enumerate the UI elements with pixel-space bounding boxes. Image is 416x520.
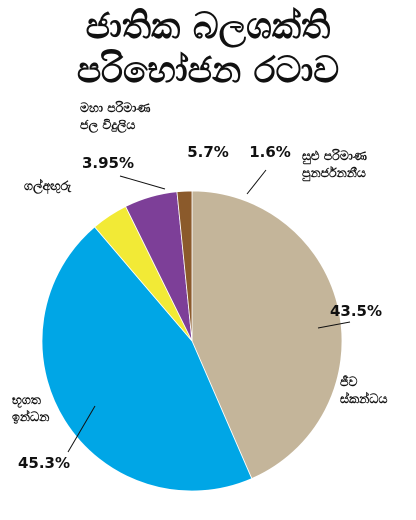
slice-value-3: 5.7% xyxy=(187,143,229,161)
slice-value-1: 45.3% xyxy=(18,454,70,472)
leader-line-1 xyxy=(67,405,96,453)
leader-lines xyxy=(67,169,351,453)
leader-line-0 xyxy=(317,321,351,329)
slice-label-2: ගල්අඟුරු xyxy=(24,177,73,195)
slice-labels: ජීව ස්කන්ධය 43.5% භූගත ඉන්ධන 45.3% ගල්අඟුරු 3.9… xyxy=(12,99,389,472)
pie-slice-0 xyxy=(191,190,343,480)
slice-label-4: සුළු පරිමාණ පුනර්ජනනීය xyxy=(301,147,367,182)
chart-title-line-2: පරිභෝජන රටාව xyxy=(76,50,340,91)
slice-value-2: 3.95% xyxy=(82,154,134,172)
slice-label-1: භූගත ඉන්ධන xyxy=(12,392,50,424)
slice-value-4: 1.6% xyxy=(249,143,291,161)
leader-line-4 xyxy=(246,169,267,195)
leader-line-2 xyxy=(119,175,166,190)
pie-slice-4 xyxy=(176,190,193,342)
chart-title-line-1: ජාතික බලශක්ති xyxy=(85,6,331,47)
slice-value-0: 43.5% xyxy=(330,302,382,320)
slice-label-0: ජීව ස්කන්ධය xyxy=(340,374,389,406)
pie-slices xyxy=(41,190,343,492)
slice-label-3: මහා පරිමාණ ජල විදුලිය xyxy=(80,99,151,134)
pie-slice-1 xyxy=(41,226,253,492)
